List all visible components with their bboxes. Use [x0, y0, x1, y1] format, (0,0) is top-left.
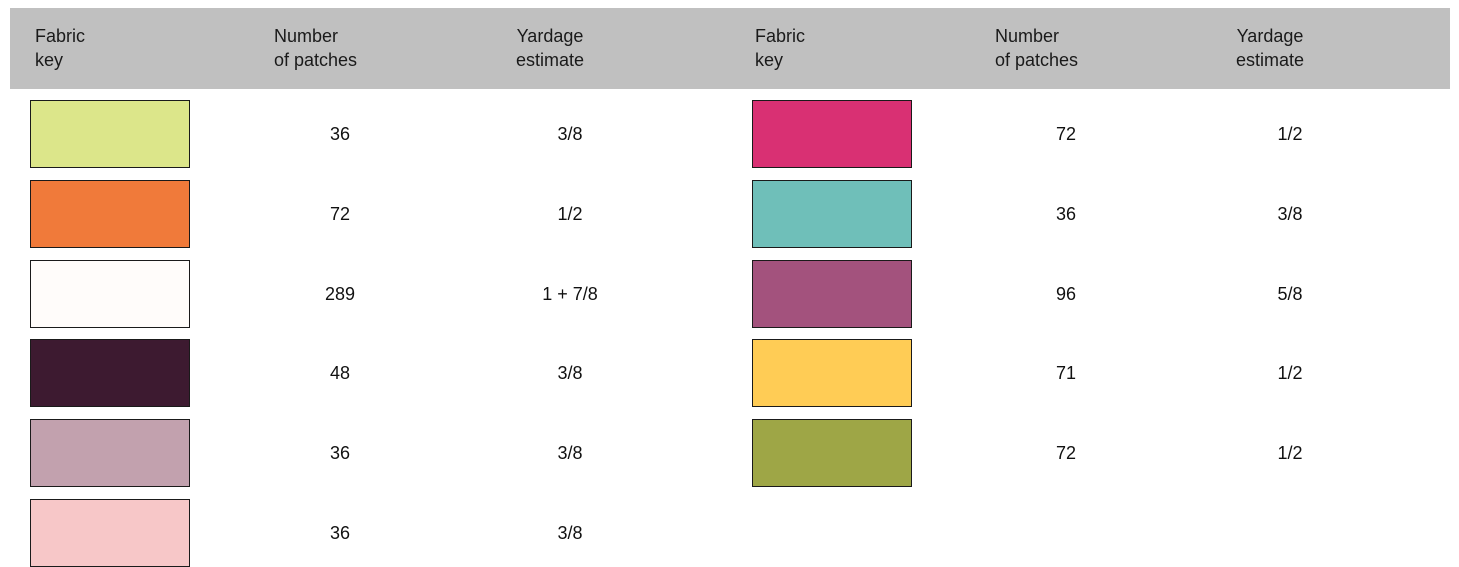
header-fabric-key-left: Fabric key	[35, 26, 86, 70]
patch-count: 36	[329, 124, 351, 144]
header-yardage-right: Yardage estimate	[1235, 26, 1305, 70]
patch-count: 72	[1055, 124, 1077, 144]
header-patches-left: Number of patches	[274, 26, 358, 70]
fabric-swatch	[30, 419, 190, 487]
yardage-estimate: 5/8	[1277, 284, 1303, 304]
fabric-swatch	[752, 180, 912, 248]
patch-count: 72	[1055, 443, 1077, 463]
fabric-swatch	[752, 419, 912, 487]
fabric-swatch	[30, 100, 190, 168]
yardage-estimate: 3/8	[557, 363, 583, 383]
yardage-estimate: 1/2	[1277, 124, 1303, 144]
patch-count: 96	[1055, 284, 1077, 304]
fabric-swatch	[752, 339, 912, 407]
yardage-estimate: 1/2	[1277, 363, 1303, 383]
fabric-swatch	[752, 260, 912, 328]
patch-count: 72	[329, 204, 351, 224]
header-yardage-left: Yardage estimate	[515, 26, 585, 70]
patch-count: 36	[329, 443, 351, 463]
fabric-swatch	[30, 180, 190, 248]
yardage-estimate: 3/8	[1277, 204, 1303, 224]
fabric-swatch	[752, 100, 912, 168]
fabric-swatch	[30, 339, 190, 407]
header-fabric-key-right: Fabric key	[755, 26, 806, 70]
header-patches-right: Number of patches	[995, 26, 1079, 70]
patch-count: 48	[329, 363, 351, 383]
yardage-estimate: 3/8	[557, 523, 583, 543]
yardage-estimate: 1/2	[557, 204, 583, 224]
yardage-estimate: 3/8	[557, 443, 583, 463]
fabric-swatch	[30, 260, 190, 328]
patch-count: 36	[329, 523, 351, 543]
yardage-estimate: 3/8	[557, 124, 583, 144]
patch-count: 36	[1055, 204, 1077, 224]
yardage-estimate: 1 + 7/8	[542, 284, 598, 304]
yardage-estimate: 1/2	[1277, 443, 1303, 463]
table-header: Fabric key Number of patches Yardage est…	[10, 8, 1450, 89]
patch-count: 289	[324, 284, 356, 304]
patch-count: 71	[1055, 363, 1077, 383]
fabric-swatch	[30, 499, 190, 567]
